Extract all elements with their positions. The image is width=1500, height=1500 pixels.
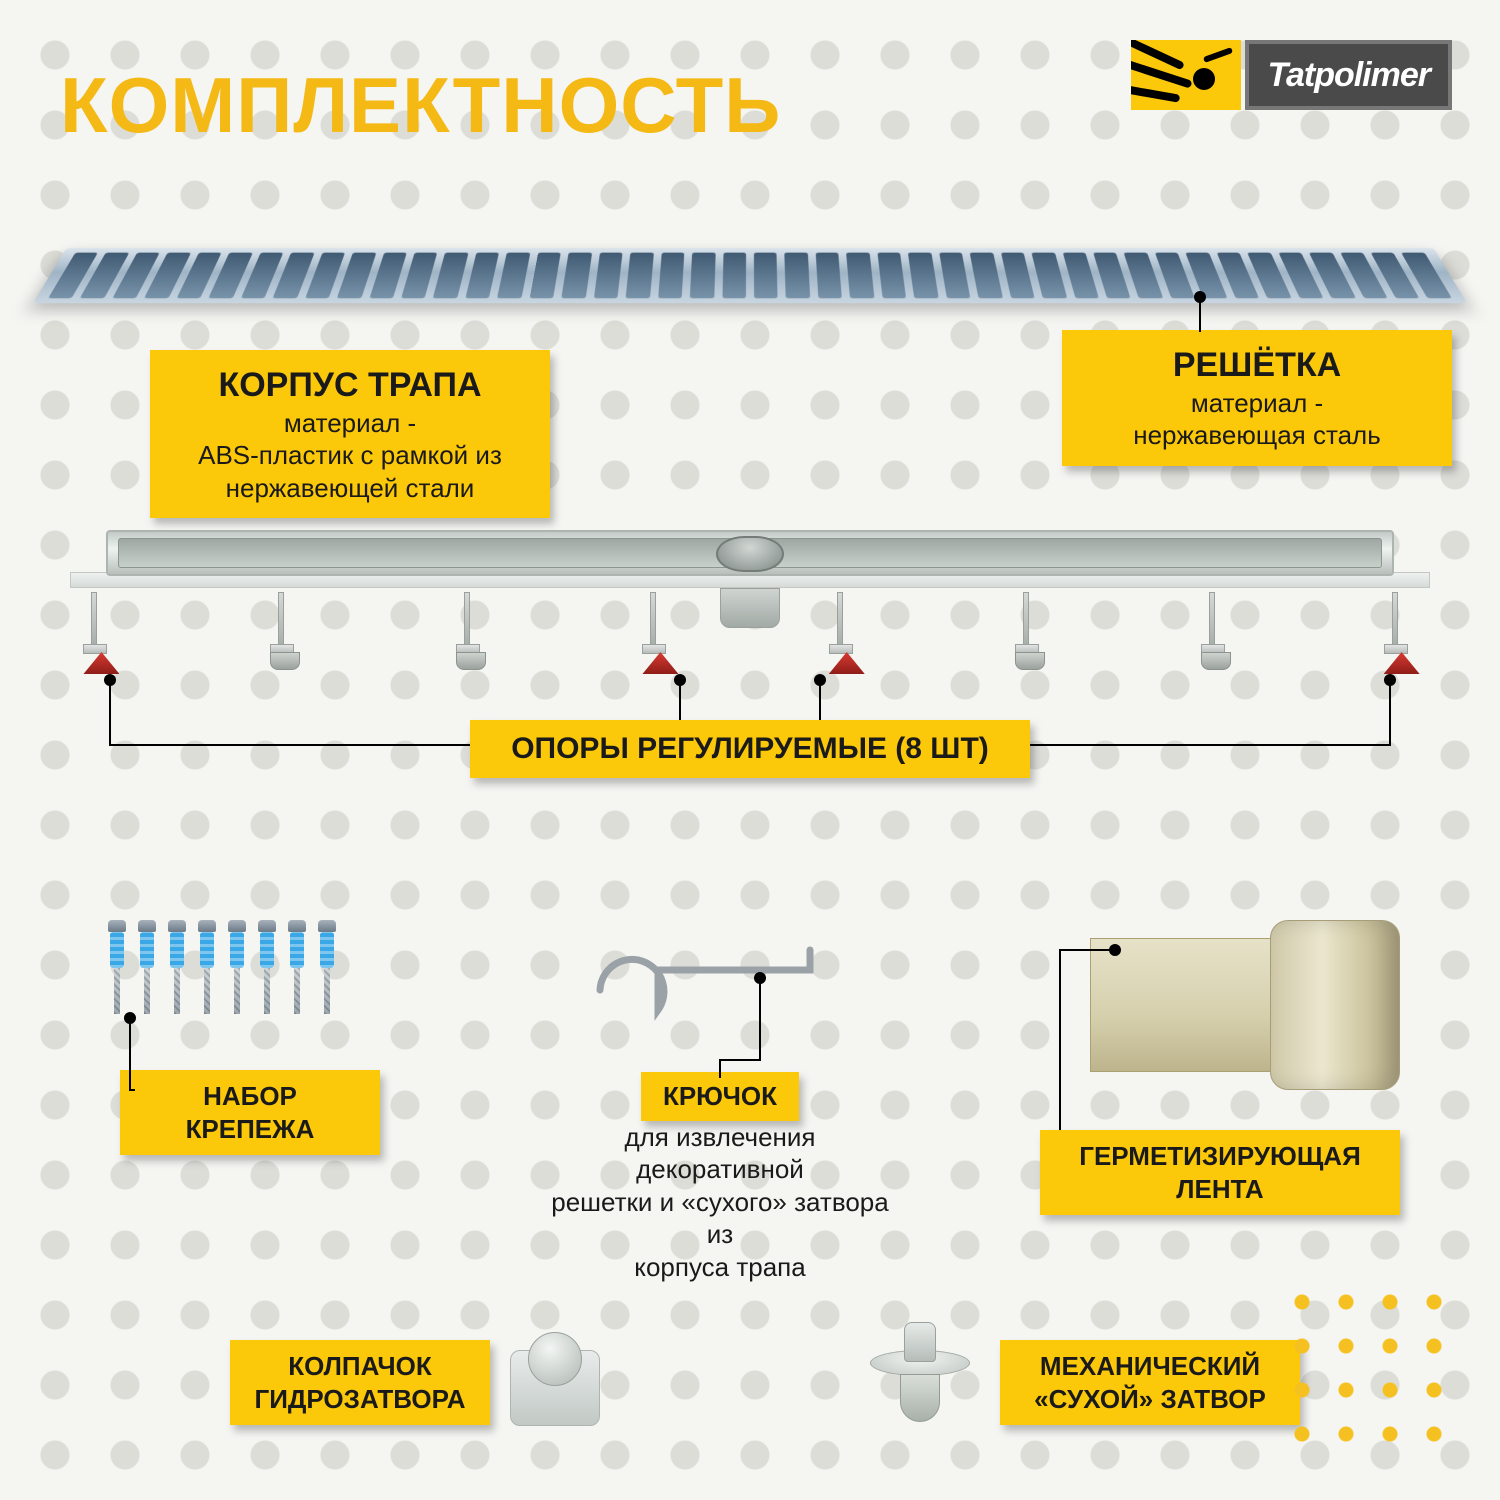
label-tape-title1: ГЕРМЕТИЗИРУЮЩАЯ — [1058, 1140, 1382, 1173]
label-tape: ГЕРМЕТИЗИРУЮЩАЯ ЛЕНТА — [1040, 1130, 1400, 1215]
label-grate-sub1: материал - — [1191, 388, 1323, 418]
label-hook: КРЮЧОК для извлечения декоративной решет… — [530, 1062, 910, 1293]
grate-illustration — [33, 248, 1467, 303]
label-valve: МЕХАНИЧЕСКИЙ «СУХОЙ» ЗАТВОР — [1000, 1340, 1300, 1425]
label-valve-title1: МЕХАНИЧЕСКИЙ — [1018, 1350, 1282, 1383]
label-legs-title: ОПОРЫ РЕГУЛИРУЕМЫЕ (8 ШТ) — [488, 730, 1012, 768]
tape-roll — [1270, 920, 1400, 1090]
hook-illustration — [580, 910, 820, 1040]
brand-name: Tatpolimer — [1245, 40, 1452, 110]
label-hook-title: КРЮЧОК — [641, 1072, 799, 1121]
label-grate-sub2: нержавеющая сталь — [1133, 420, 1381, 450]
tape-illustration — [1090, 920, 1400, 1090]
label-body-sub2: ABS-пластик с рамкой из — [198, 440, 502, 470]
infographic-stage: КОМПЛЕКТНОСТЬ Tatpolimer РЕШЁТКА материа… — [0, 0, 1500, 1500]
tape-strip — [1090, 938, 1290, 1072]
brand-logo: Tatpolimer — [1131, 40, 1452, 110]
drain-cup — [716, 536, 784, 572]
screws-illustration — [110, 920, 334, 1014]
label-cap-title1: КОЛПАЧОК — [248, 1350, 472, 1383]
valve-illustration — [870, 1350, 970, 1376]
label-hook-sub1: для извлечения декоративной — [624, 1122, 815, 1185]
cap-inner — [528, 1332, 582, 1386]
label-cap-title2: ГИДРОЗАТВОРА — [248, 1383, 472, 1416]
label-body-sub3: нержавеющей стали — [226, 473, 475, 503]
label-hook-sub3: корпуса трапа — [634, 1252, 805, 1282]
label-body-sub1: материал - — [284, 408, 416, 438]
cap-illustration — [510, 1350, 600, 1426]
label-cap: КОЛПАЧОК ГИДРОЗАТВОРА — [230, 1340, 490, 1425]
label-hook-sub2: решетки и «сухого» затвора из — [551, 1187, 888, 1250]
label-tape-title2: ЛЕНТА — [1058, 1173, 1382, 1206]
tiger-icon — [1131, 40, 1241, 110]
outlet — [720, 588, 780, 628]
label-screws-title: НАБОР КРЕПЕЖА — [138, 1080, 362, 1145]
label-valve-title2: «СУХОЙ» ЗАТВОР — [1018, 1383, 1282, 1416]
valve-stem — [900, 1374, 940, 1422]
label-body: КОРПУС ТРАПА материал - ABS-пластик с ра… — [150, 350, 550, 518]
corner-dots-decor — [1280, 1280, 1460, 1460]
page-title: КОМПЛЕКТНОСТЬ — [60, 60, 781, 151]
label-grate-title: РЕШЁТКА — [1084, 344, 1430, 387]
drain-body-illustration — [70, 530, 1430, 600]
label-grate: РЕШЁТКА материал - нержавеющая сталь — [1062, 330, 1452, 466]
label-legs: ОПОРЫ РЕГУЛИРУЕМЫЕ (8 ШТ) — [470, 720, 1030, 778]
label-body-title: КОРПУС ТРАПА — [172, 364, 528, 407]
label-screws: НАБОР КРЕПЕЖА — [120, 1070, 380, 1155]
valve-knob — [904, 1322, 936, 1362]
